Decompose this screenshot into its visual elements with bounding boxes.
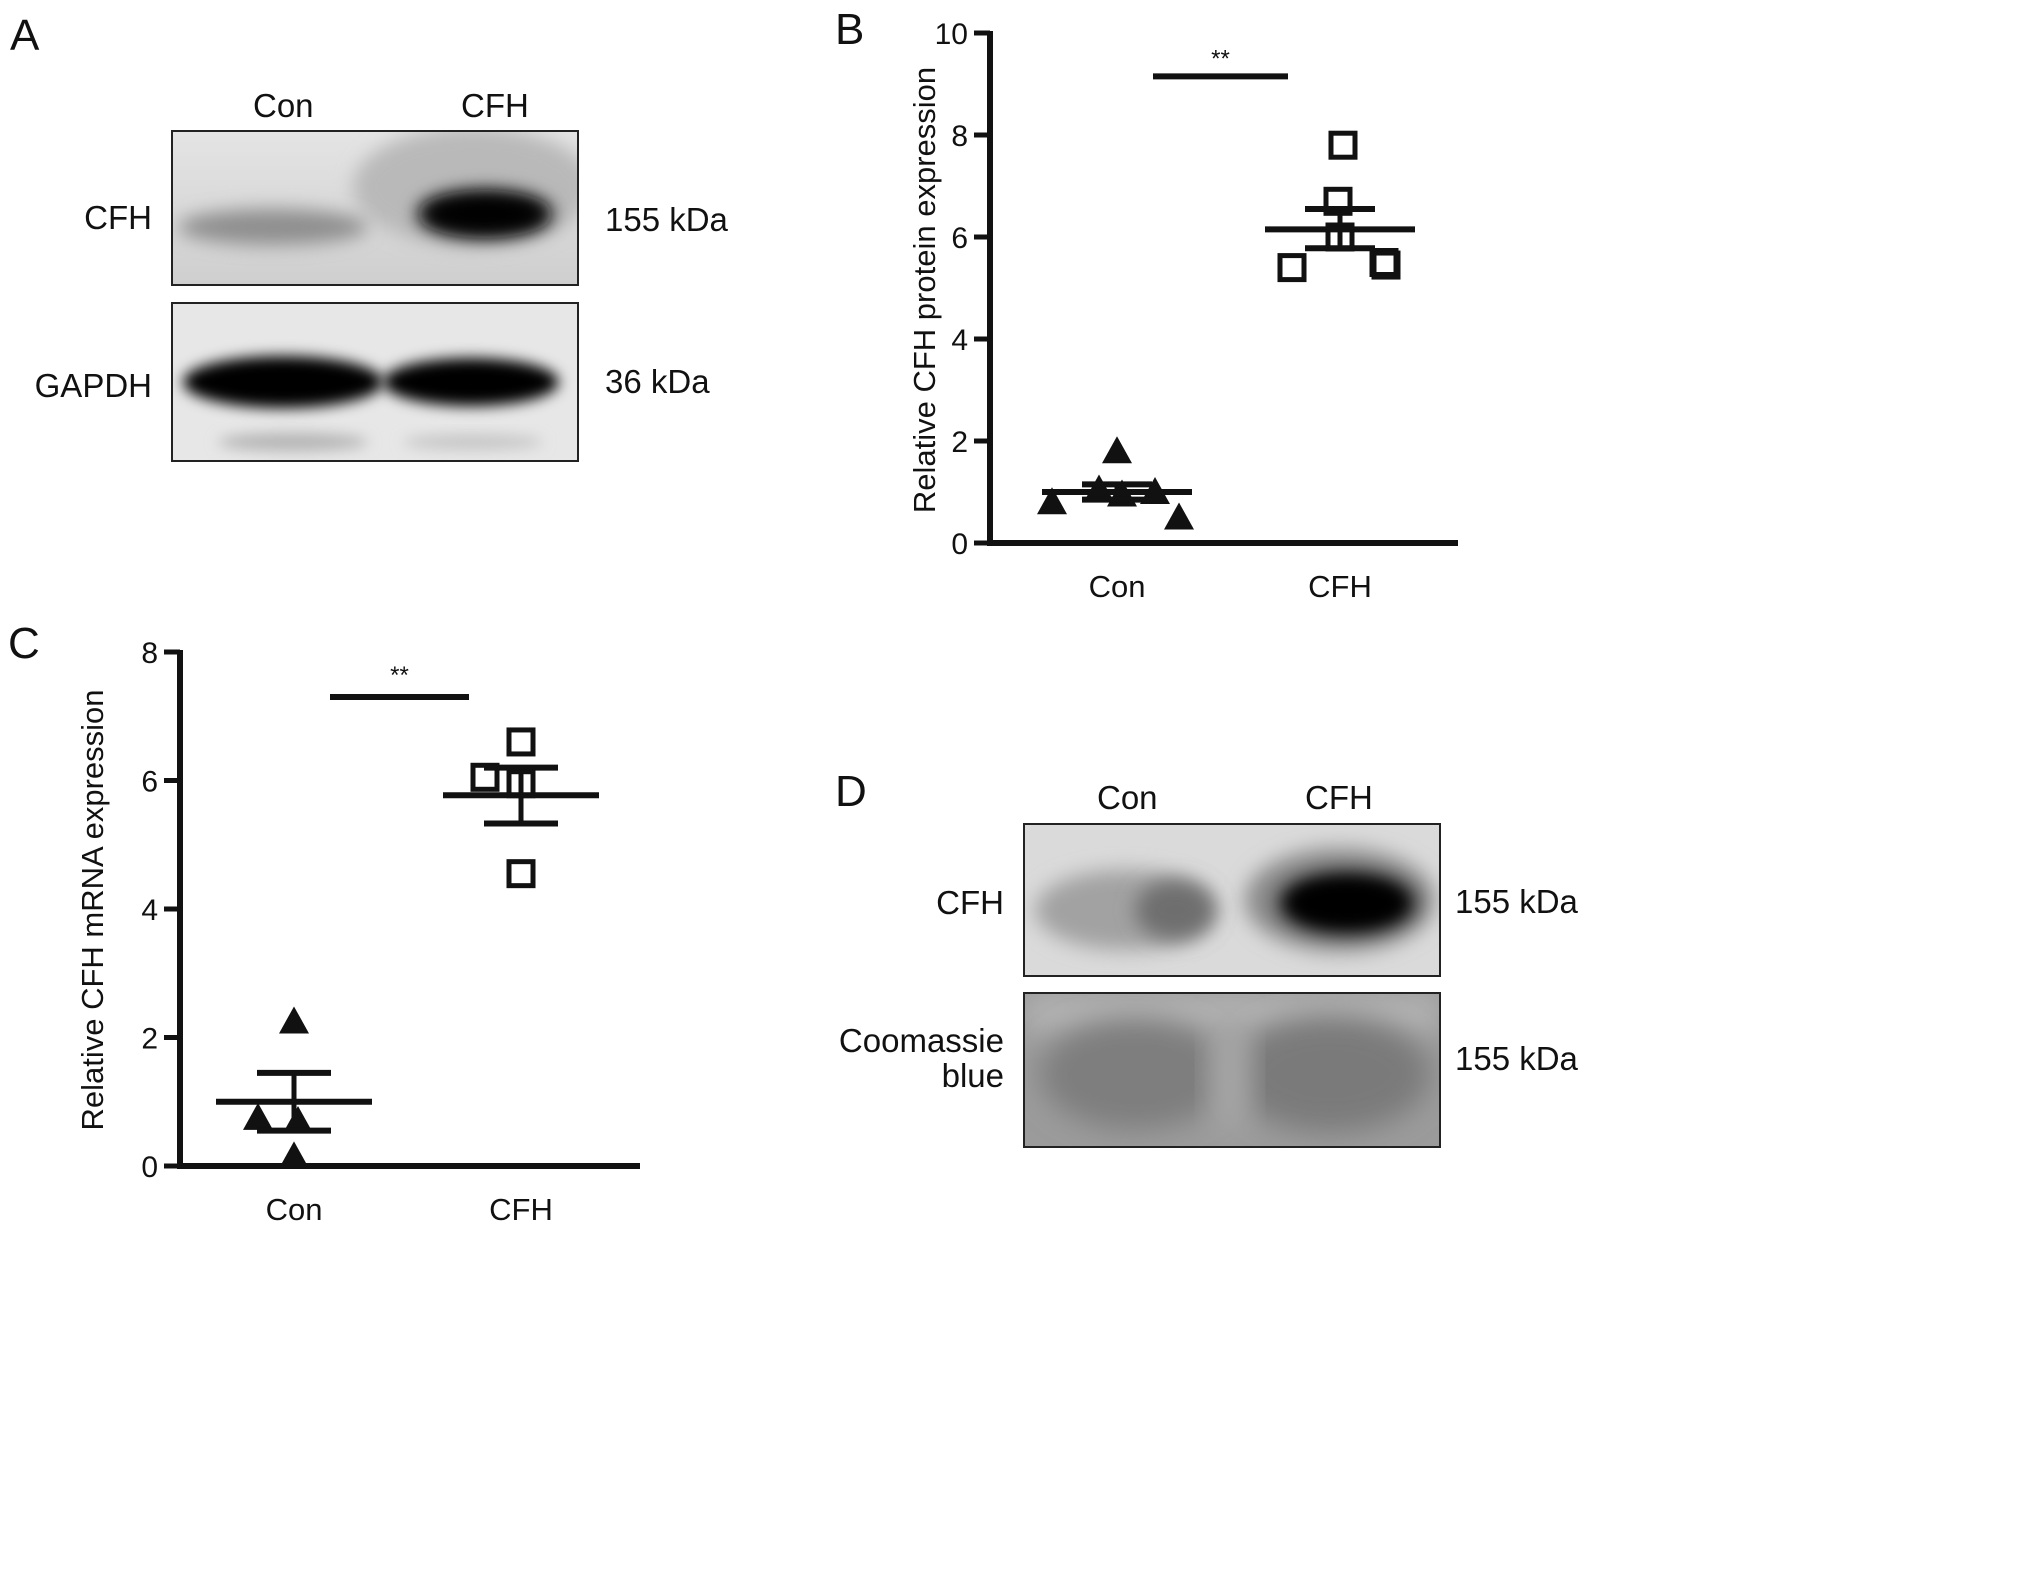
row-label-coomassie-line2: blue: [941, 1056, 1004, 1094]
blot-gapdh-a: [171, 302, 579, 462]
data-point-c-cfh: [506, 727, 536, 757]
data-point-c-con: [283, 1106, 313, 1134]
data-point-c-con: [279, 1006, 309, 1034]
x-category-label-b: Con: [1089, 569, 1146, 604]
panel-letter-c: C: [8, 619, 40, 668]
size-label-cfh-a: 155 kDa: [605, 201, 728, 238]
row-label-coomassie-line1: Coomassie: [838, 1022, 1004, 1059]
significance-label-c: **: [390, 662, 409, 689]
size-label-gapdh-a: 36 kDa: [605, 363, 710, 400]
lane-label-con-d: Con: [1097, 779, 1158, 816]
data-point-b-con: [1164, 502, 1194, 530]
blot-cfh-d: [1023, 823, 1441, 977]
y-tick-label-b: 2: [951, 426, 968, 459]
significance-label-b: **: [1211, 45, 1230, 72]
row-label-gapdh-a: GAPDH: [34, 367, 152, 404]
x-category-label-b: CFH: [1308, 569, 1372, 604]
data-point-b-cfh: [1371, 250, 1401, 280]
size-label-coomassie-d: 155 kDa: [1455, 1040, 1578, 1077]
panel-letter-d: D: [835, 767, 867, 816]
y-axis-title-c: Relative CFH mRNA expression: [75, 689, 110, 1130]
y-tick-label-b: 10: [935, 18, 968, 51]
y-tick-label-b: 0: [951, 528, 968, 561]
data-point-b-con: [1037, 487, 1067, 515]
x-category-label-c: Con: [266, 1192, 323, 1227]
data-point-c-con: [279, 1141, 309, 1169]
y-tick-label-c: 8: [141, 637, 158, 670]
data-point-c-con: [243, 1102, 273, 1130]
row-label-cfh-a: CFH: [84, 199, 152, 236]
data-point-b-cfh: [1277, 253, 1307, 283]
lane-label-cfh-a: CFH: [461, 87, 529, 124]
y-tick-label-b: 6: [951, 222, 968, 255]
y-tick-label-c: 2: [141, 1023, 158, 1056]
data-point-b-con: [1102, 436, 1132, 464]
x-category-label-c: CFH: [489, 1192, 553, 1227]
data-point-c-cfh: [506, 859, 536, 889]
y-tick-label-c: 6: [141, 766, 158, 799]
lane-label-cfh-d: CFH: [1305, 779, 1373, 816]
row-label-cfh-d: CFH: [936, 884, 1004, 921]
y-tick-label-b: 8: [951, 120, 968, 153]
row-label-coomassie-d: Coomassie blue: [838, 1022, 1004, 1094]
size-label-cfh-d: 155 kDa: [1455, 883, 1578, 920]
y-tick-label-c: 0: [141, 1151, 158, 1184]
lane-label-con-a: Con: [253, 87, 314, 124]
panel-letter-b: B: [835, 5, 865, 54]
data-point-b-cfh: [1328, 130, 1358, 160]
blot-cfh-a: [171, 130, 579, 286]
y-tick-label-c: 4: [141, 894, 158, 927]
panel-letter-a: A: [10, 11, 40, 60]
y-tick-label-b: 4: [951, 324, 968, 357]
y-axis-title-b: Relative CFH protein expression: [907, 67, 942, 513]
blot-coomassie-d: [1023, 992, 1441, 1148]
